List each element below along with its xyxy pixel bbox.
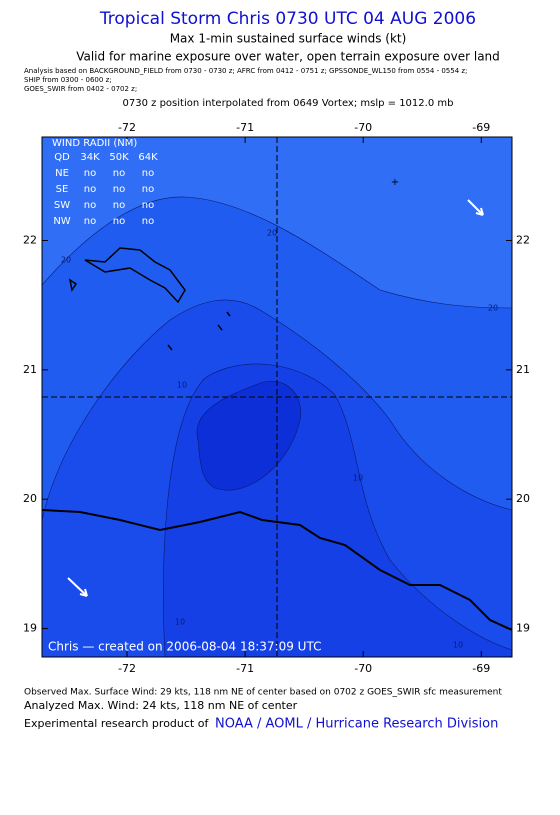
wind-radii-cell: NW — [53, 216, 70, 227]
y-tick-label: 19 — [516, 622, 530, 635]
position-note: 0730 z position interpolated from 0649 V… — [123, 98, 454, 109]
y-tick-label: 19 — [23, 622, 37, 635]
wind-radii-header: 64K — [138, 152, 158, 163]
x-tick-label: -71 — [236, 121, 254, 134]
wind-radii-cell: NE — [55, 168, 69, 179]
analysis-line: SHIP from 0300 - 0600 z; — [24, 76, 112, 84]
credit: Experimental research product of — [24, 717, 209, 730]
y-tick-label: 22 — [516, 233, 530, 246]
wind-radii-cell: no — [142, 184, 154, 195]
y-tick-label: 22 — [23, 233, 37, 246]
analyzed-wind: Analyzed Max. Wind: 24 kts, 118 nm NE of… — [24, 699, 298, 712]
x-tick-label: -70 — [354, 662, 372, 675]
wind-radii-cell: no — [84, 184, 96, 195]
contour-label: 10 — [353, 474, 363, 483]
wind-radii-cell: no — [84, 168, 96, 179]
coastline — [42, 509, 512, 631]
stamp: Chris — created on 2006-08-04 18:37:09 U… — [48, 640, 321, 654]
subtitle: Max 1-min sustained surface winds (kt) — [170, 32, 407, 46]
x-tick-label: -70 — [354, 121, 372, 134]
plot-frame — [41, 136, 513, 658]
x-tick-label: -69 — [472, 662, 490, 675]
wind-radii-cell: no — [142, 200, 154, 211]
island — [68, 278, 231, 351]
wind-radii-cell: no — [142, 216, 154, 227]
wind-radii-cell: no — [84, 216, 96, 227]
wind-radii-header: 50K — [109, 152, 129, 163]
contour-label: 20 — [267, 229, 277, 238]
validity: Valid for marine exposure over water, op… — [76, 50, 500, 64]
contour-label: 10 — [177, 381, 187, 390]
wind-radii-cell: SW — [54, 200, 70, 211]
contour-label: 20 — [488, 304, 498, 313]
map-layer: -72 -72 -71 -71 -70 -70 -69 -69 19 19 20 20 21 21 22 22… — [23, 121, 530, 675]
contour-label: 10 — [175, 618, 185, 627]
contour-inner — [196, 380, 302, 491]
wind-radii-cell: no — [113, 216, 125, 227]
wind-radii-cell: no — [113, 200, 125, 211]
wind-radii-cell: no — [113, 168, 125, 179]
y-tick-label: 21 — [23, 363, 37, 376]
wind-arrow — [67, 577, 88, 597]
y-tick-label: 20 — [23, 492, 37, 505]
x-tick-label: -72 — [118, 121, 136, 134]
contour-label: 20 — [61, 256, 71, 265]
x-tick-label: -72 — [118, 662, 136, 675]
plus-marker: + — [391, 177, 399, 188]
wind-radii-cell: no — [113, 184, 125, 195]
coastline — [84, 247, 186, 304]
wind-radii-cell: SE — [56, 184, 69, 195]
y-tick-label: 21 — [516, 363, 530, 376]
observed-wind: Observed Max. Surface Wind: 29 kts, 118 … — [24, 688, 502, 698]
wind-radii-header: QD — [54, 152, 70, 163]
credit-link[interactable]: NOAA / AOML / Hurricane Research Divisio… — [215, 717, 498, 732]
contour-label: 10 — [453, 641, 463, 650]
wind-radii-cell: no — [84, 200, 96, 211]
wind-radii-title: WIND RADII (NM) — [52, 138, 137, 149]
wind-radii-header: 34K — [80, 152, 100, 163]
x-tick-label: -71 — [236, 662, 254, 675]
analysis-line: Analysis based on BACKGROUND_FIELD from … — [24, 67, 467, 75]
x-tick-label: -69 — [472, 121, 490, 134]
wind-arrow — [467, 199, 484, 216]
title: Tropical Storm Chris 0730 UTC 04 AUG 200… — [99, 9, 476, 29]
wind-radii-cell: no — [142, 168, 154, 179]
analysis-line: GOES_SWIR from 0402 - 0702 z; — [24, 85, 137, 93]
wind-field: + — [42, 137, 512, 657]
y-tick-label: 20 — [516, 492, 530, 505]
